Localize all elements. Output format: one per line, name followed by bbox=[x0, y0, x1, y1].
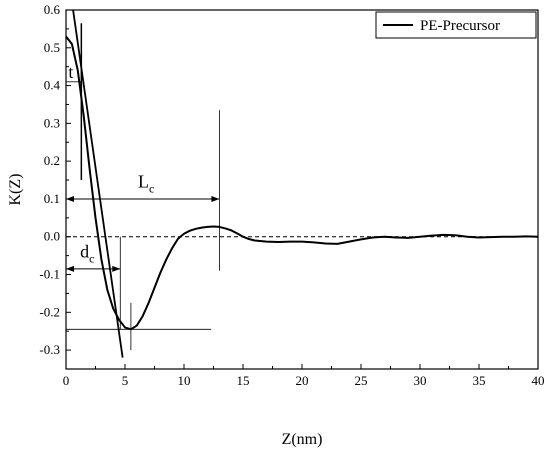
annotation-lc: Lc bbox=[138, 172, 154, 196]
annotation-t: t bbox=[68, 62, 73, 82]
x-tick-label: 35 bbox=[473, 373, 486, 388]
y-tick-label: 0.4 bbox=[44, 78, 61, 93]
series-layer bbox=[65, 35, 539, 331]
y-tick-label: 0.2 bbox=[44, 153, 60, 168]
y-tick-label: -0.3 bbox=[39, 342, 60, 357]
dc-arrow-head-left bbox=[66, 265, 74, 272]
annotation-guides bbox=[66, 9, 538, 358]
tick-labels: 0 5 10 15 20 25 30 35 40 -0.3 -0.2 -0.1 0.0 0.1 0.2 0.3… bbox=[39, 2, 544, 388]
x-tick-label: 20 bbox=[296, 373, 309, 388]
x-tick-label: 5 bbox=[122, 373, 129, 388]
y-tick-label: 0.0 bbox=[44, 229, 60, 244]
series-line-0 bbox=[65, 35, 539, 331]
dc-arrow-head-right bbox=[112, 265, 121, 272]
x-axis-title: Z(nm) bbox=[282, 431, 323, 448]
lc-arrow-head-right bbox=[211, 195, 220, 202]
lc-arrow-head-left bbox=[66, 195, 74, 202]
x-tick-label: 40 bbox=[532, 373, 545, 388]
y-tick-label: 0.5 bbox=[44, 40, 60, 55]
x-tick-label: 25 bbox=[355, 373, 368, 388]
y-tick-label: 0.1 bbox=[44, 191, 60, 206]
annotation-lc-main: L bbox=[138, 172, 149, 192]
annotation-dc-sub: c bbox=[89, 252, 94, 266]
x-tick-label: 0 bbox=[63, 373, 70, 388]
y-tick-label: -0.2 bbox=[39, 304, 60, 319]
legend-label: PE-Precursor bbox=[420, 18, 500, 34]
tick-marks bbox=[65, 9, 539, 369]
y-tick-label: 0.6 bbox=[44, 2, 61, 17]
x-tick-label: 30 bbox=[414, 373, 427, 388]
annotation-dc: dc bbox=[80, 242, 94, 266]
y-tick-label: -0.1 bbox=[39, 267, 60, 282]
legend: PE-Precursor bbox=[375, 11, 537, 39]
annotation-lc-sub: c bbox=[149, 182, 154, 196]
y-axis-title: K(Z) bbox=[7, 174, 24, 206]
y-tick-label: 0.3 bbox=[44, 115, 60, 130]
x-tick-label: 15 bbox=[237, 373, 250, 388]
x-tick-label: 10 bbox=[178, 373, 191, 388]
tangent-line bbox=[72, 9, 124, 358]
annotation-dc-main: d bbox=[80, 242, 89, 262]
plot-frame bbox=[65, 9, 539, 370]
